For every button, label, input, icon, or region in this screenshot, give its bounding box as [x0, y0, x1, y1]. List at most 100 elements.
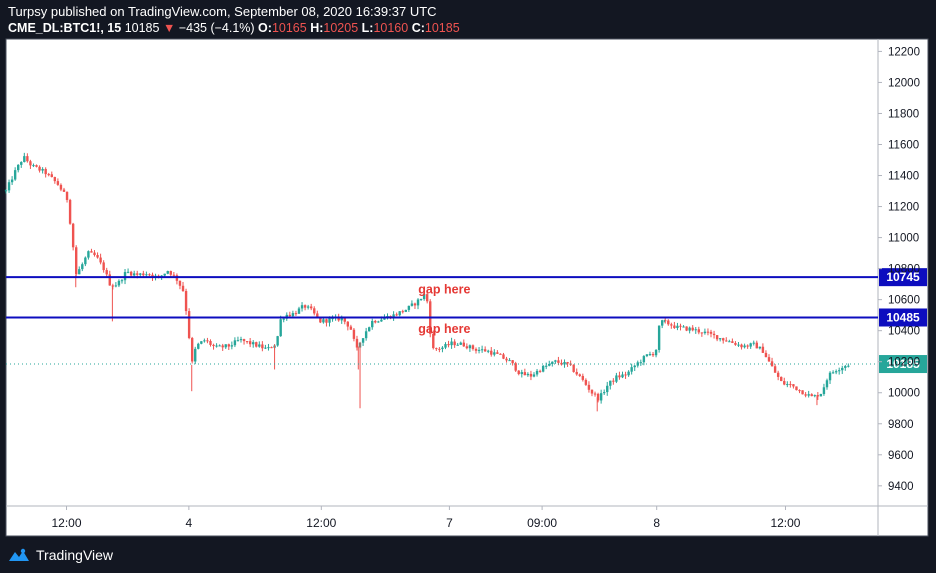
candle-body[interactable]	[548, 363, 551, 366]
candle-body[interactable]	[715, 335, 719, 340]
candle-body[interactable]	[313, 308, 316, 314]
candle-body[interactable]	[221, 345, 224, 348]
candle-body[interactable]	[499, 353, 502, 355]
candle-body[interactable]	[514, 363, 517, 371]
candle-body[interactable]	[535, 370, 539, 375]
candle-body[interactable]	[142, 273, 145, 276]
candle-body[interactable]	[239, 339, 243, 341]
candle-body[interactable]	[322, 319, 325, 323]
candle-body[interactable]	[578, 374, 581, 376]
candle-body[interactable]	[17, 164, 20, 171]
candle-body[interactable]	[560, 362, 563, 365]
candle-body[interactable]	[93, 252, 96, 256]
candle-body[interactable]	[41, 168, 44, 171]
candle-body[interactable]	[56, 181, 60, 185]
candle-body[interactable]	[316, 313, 319, 318]
candle-body[interactable]	[456, 344, 459, 346]
candle-body[interactable]	[752, 342, 755, 344]
candle-body[interactable]	[392, 314, 395, 319]
candle-body[interactable]	[404, 309, 408, 312]
candle-body[interactable]	[139, 273, 142, 275]
candle-body[interactable]	[743, 345, 746, 348]
candle-body[interactable]	[105, 270, 108, 275]
candle-body[interactable]	[200, 341, 203, 344]
candle-body[interactable]	[371, 320, 374, 328]
candle-body[interactable]	[819, 394, 823, 397]
candle-body[interactable]	[35, 165, 38, 167]
candle-body[interactable]	[310, 306, 313, 309]
candle-body[interactable]	[59, 184, 63, 190]
candle-body[interactable]	[554, 360, 557, 362]
candle-body[interactable]	[847, 365, 850, 367]
candle-body[interactable]	[563, 362, 566, 365]
candle-body[interactable]	[508, 360, 511, 362]
candle-body[interactable]	[227, 344, 230, 347]
candle-body[interactable]	[206, 340, 209, 342]
candle-body[interactable]	[697, 329, 701, 333]
candle-body[interactable]	[395, 314, 398, 316]
candle-body[interactable]	[26, 156, 29, 162]
candle-body[interactable]	[538, 370, 542, 372]
candle-body[interactable]	[245, 341, 249, 343]
candle-body[interactable]	[209, 341, 212, 345]
candle-body[interactable]	[160, 275, 163, 277]
candle-body[interactable]	[487, 350, 490, 352]
candle-body[interactable]	[212, 344, 215, 347]
candle-body[interactable]	[224, 344, 227, 348]
candle-body[interactable]	[267, 347, 270, 349]
candle-body[interactable]	[184, 291, 188, 312]
candle-body[interactable]	[398, 311, 401, 316]
candle-body[interactable]	[651, 354, 655, 356]
candle-body[interactable]	[349, 326, 353, 330]
candle-body[interactable]	[447, 344, 450, 346]
last-price-badge[interactable]	[879, 355, 927, 374]
candle-body[interactable]	[410, 303, 414, 306]
candle-body[interactable]	[419, 299, 423, 301]
candle-body[interactable]	[841, 367, 844, 371]
candle-body[interactable]	[822, 387, 826, 395]
candle-body[interactable]	[804, 394, 807, 396]
candle-body[interactable]	[670, 324, 673, 326]
candle-body[interactable]	[166, 271, 169, 274]
candle-body[interactable]	[71, 223, 75, 248]
candle-body[interactable]	[587, 384, 591, 390]
price-levels[interactable]: 10745 10485 10185	[6, 268, 927, 374]
candle-body[interactable]	[459, 342, 462, 345]
candle-body[interactable]	[755, 342, 758, 349]
candle-body[interactable]	[194, 348, 197, 362]
candle-body[interactable]	[450, 341, 453, 346]
candle-body[interactable]	[657, 325, 661, 350]
candle-body[interactable]	[453, 341, 456, 346]
candle-body[interactable]	[203, 340, 206, 342]
candle-body[interactable]	[236, 340, 240, 342]
time-axis[interactable]: 12:00 4 12:00 7 09:00 8 12:00	[52, 506, 801, 530]
candle-body[interactable]	[566, 362, 569, 364]
candle-body[interactable]	[352, 329, 356, 339]
candle-body[interactable]	[712, 333, 716, 336]
candle-body[interactable]	[328, 318, 331, 323]
candle-body[interactable]	[44, 168, 47, 175]
candle-body[interactable]	[496, 352, 499, 354]
candle-body[interactable]	[38, 166, 41, 171]
candle-body[interactable]	[346, 321, 350, 327]
candle-body[interactable]	[825, 380, 829, 388]
candle-body[interactable]	[178, 280, 182, 286]
candle-body[interactable]	[258, 344, 261, 347]
candle-body[interactable]	[361, 338, 365, 343]
candle-body[interactable]	[129, 271, 133, 276]
candle-body[interactable]	[728, 341, 731, 343]
candle-body[interactable]	[261, 344, 264, 349]
candle-body[interactable]	[7, 182, 11, 191]
candle-body[interactable]	[627, 371, 630, 376]
candle-body[interactable]	[99, 257, 102, 263]
candle-body[interactable]	[468, 345, 472, 349]
candle-body[interactable]	[367, 327, 371, 332]
candle-body[interactable]	[694, 329, 697, 331]
candle-body[interactable]	[181, 285, 185, 292]
candle-body[interactable]	[636, 362, 639, 366]
candle-body[interactable]	[84, 257, 87, 265]
candle-body[interactable]	[90, 251, 93, 253]
candle-body[interactable]	[4, 190, 8, 192]
candle-body[interactable]	[340, 317, 343, 321]
candle-body[interactable]	[197, 343, 200, 349]
